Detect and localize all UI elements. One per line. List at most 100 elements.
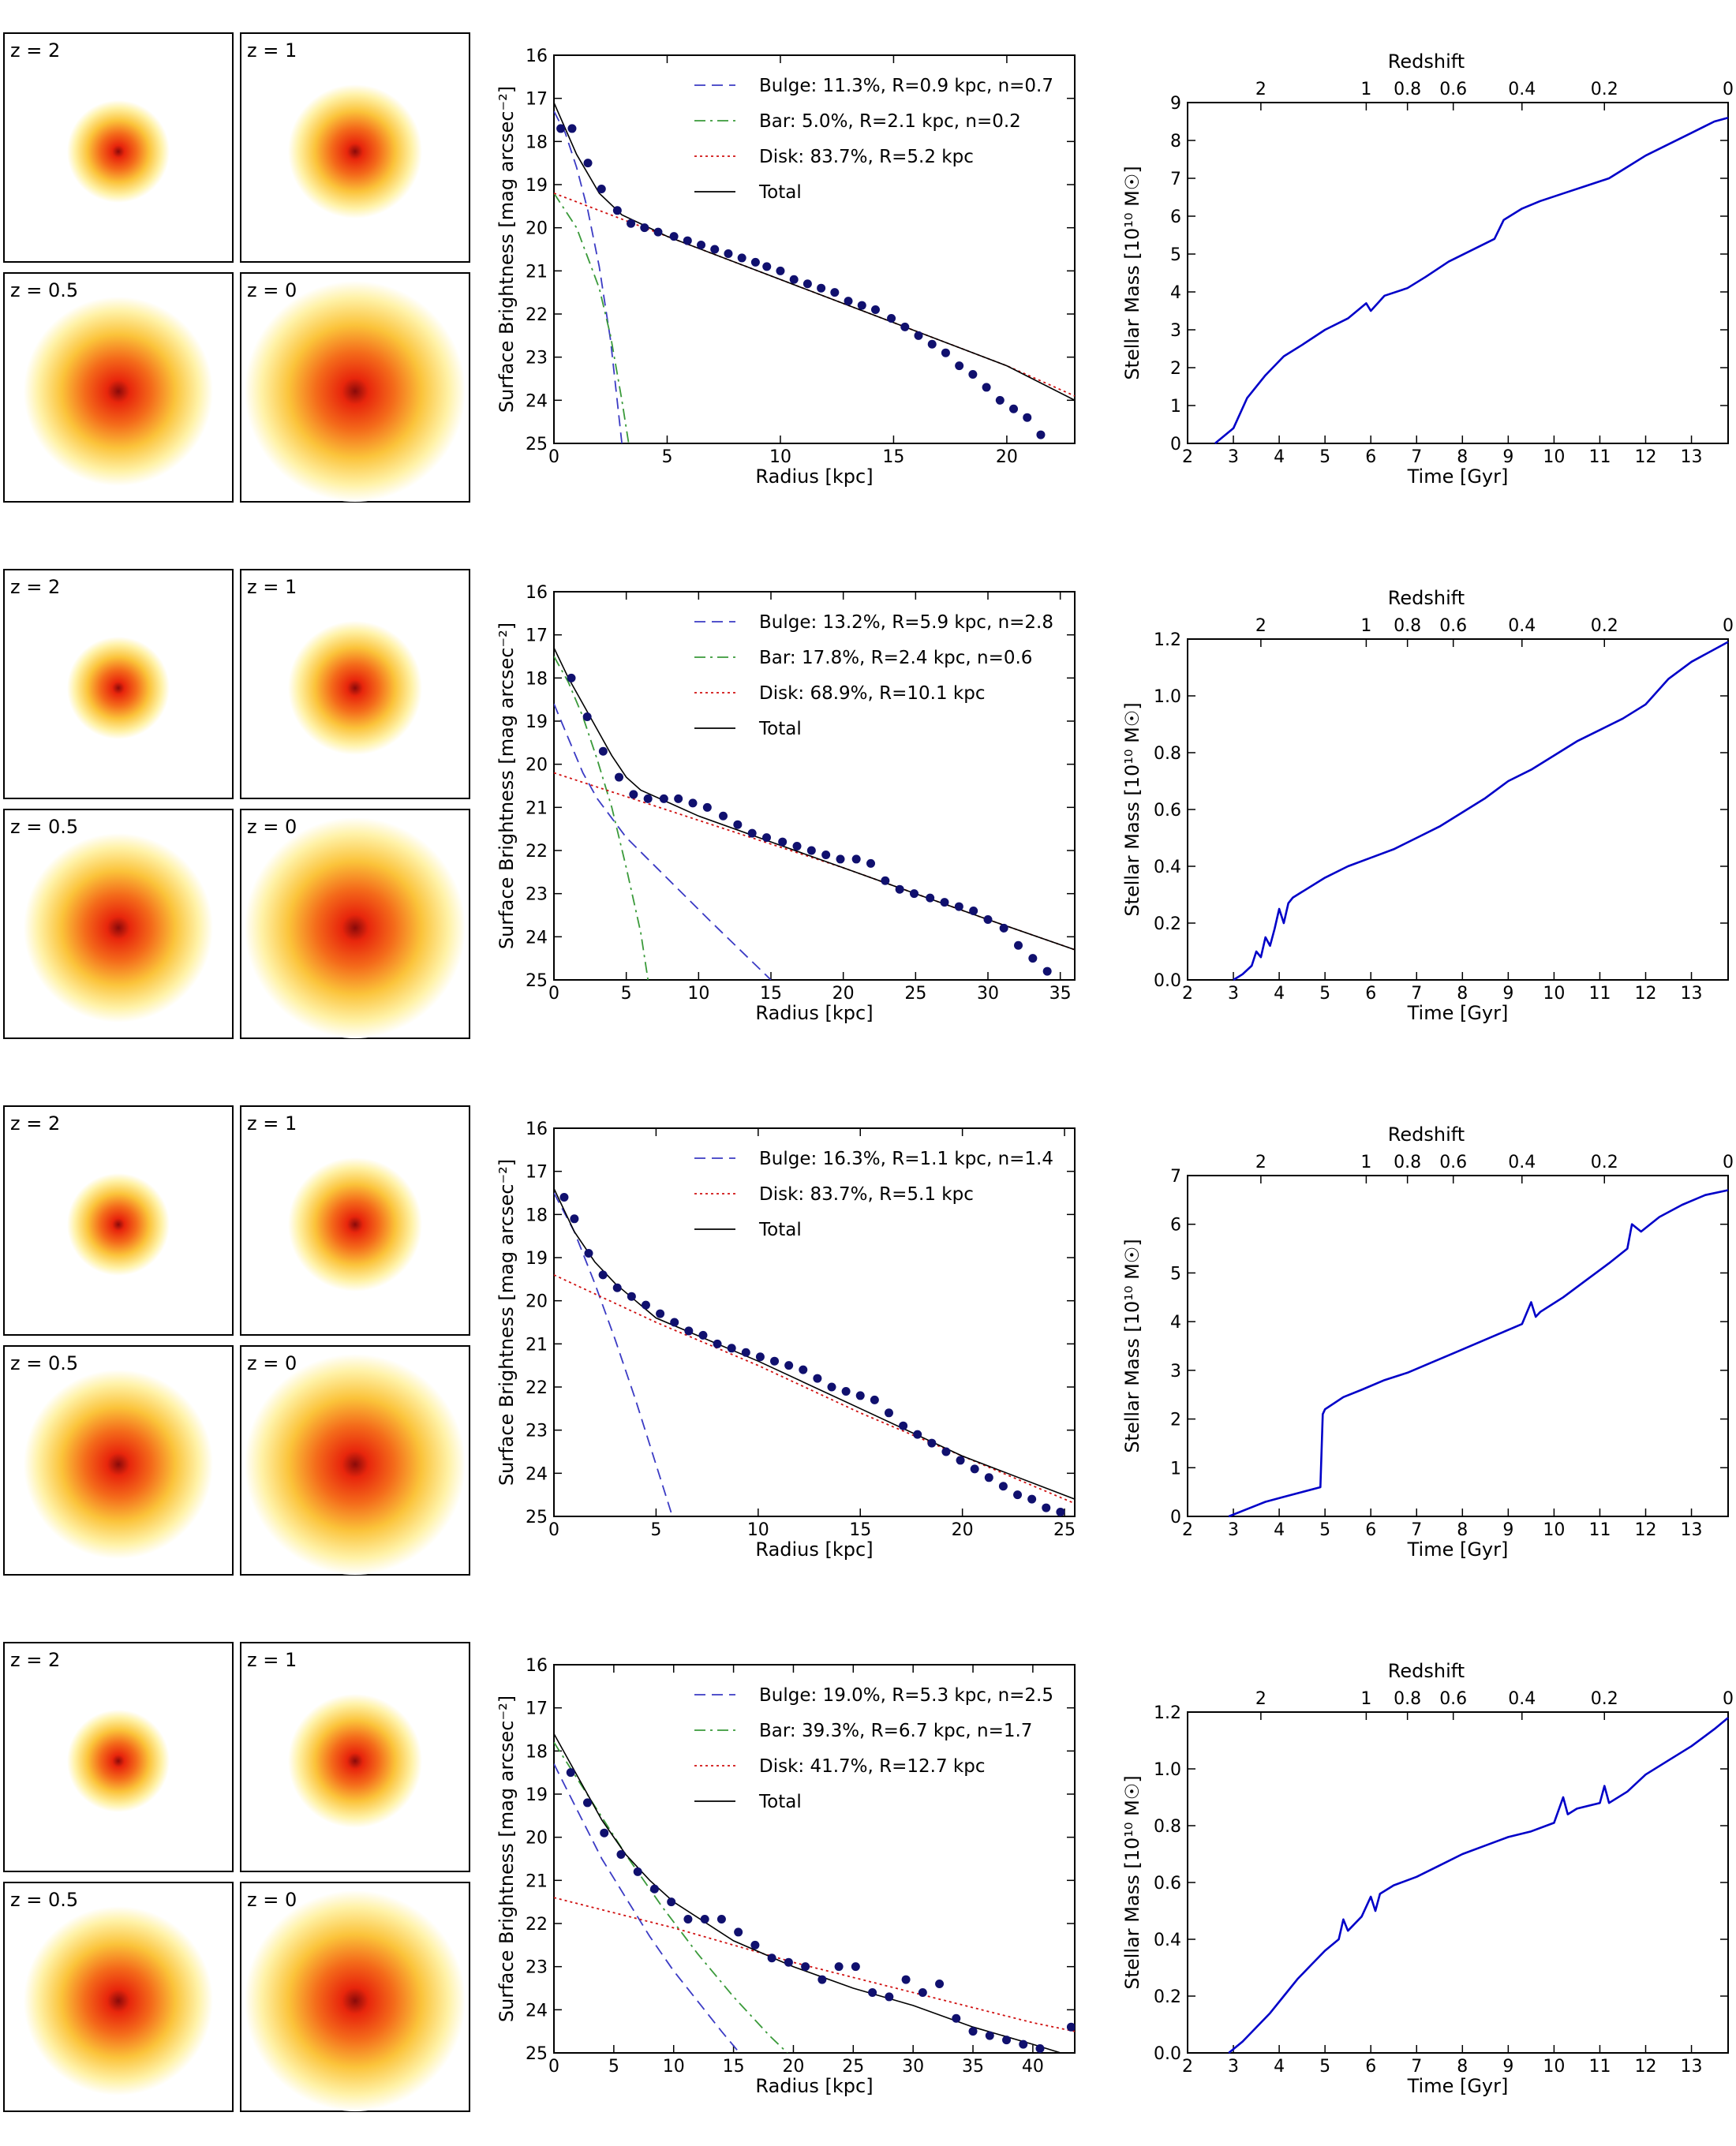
x-tick-label: 12 bbox=[1635, 447, 1657, 467]
redshift-tick-label: 0.4 bbox=[1508, 80, 1536, 99]
x-tick-label: 7 bbox=[1411, 447, 1422, 467]
data-point bbox=[1035, 2044, 1045, 2053]
y-tick-label: 2 bbox=[1170, 359, 1181, 379]
legend-entry: Disk: 68.9%, R=10.1 kpc bbox=[759, 683, 986, 704]
y-tick-label: 23 bbox=[526, 1958, 548, 1978]
y-tick-label: 17 bbox=[526, 1699, 548, 1719]
plot-frame bbox=[1187, 1711, 1729, 2054]
data-point bbox=[940, 898, 949, 907]
profile-dashed bbox=[554, 110, 623, 443]
y-tick-label: 7 bbox=[1170, 170, 1181, 189]
data-point bbox=[901, 1975, 911, 1984]
y-tick-label: 19 bbox=[526, 1249, 548, 1269]
data-point bbox=[734, 1927, 743, 1937]
x-tick-label: 11 bbox=[1588, 984, 1611, 1004]
redshift-tick-label: 0.2 bbox=[1591, 1689, 1618, 1709]
data-point bbox=[616, 1850, 626, 1860]
top-axis-label: Redshift bbox=[1388, 587, 1465, 609]
x-tick-label: 15 bbox=[849, 1520, 871, 1540]
x-tick-label: 20 bbox=[996, 447, 1018, 467]
x-tick-label: 0 bbox=[548, 984, 559, 1004]
galaxy-blob bbox=[288, 84, 422, 219]
legend-entry: Bulge: 19.0%, R=5.3 kpc, n=2.5 bbox=[759, 1685, 1053, 1706]
data-point bbox=[750, 1940, 760, 1950]
y-tick-label: 21 bbox=[526, 262, 548, 282]
data-point bbox=[868, 1987, 877, 1997]
y-tick-label: 17 bbox=[526, 90, 548, 110]
galaxy-blob bbox=[67, 1710, 170, 1812]
data-point bbox=[583, 159, 593, 168]
x-tick-label: 25 bbox=[842, 2057, 864, 2077]
redshift-tick-label: 0.6 bbox=[1439, 1153, 1467, 1172]
data-point bbox=[598, 746, 608, 756]
redshift-label: z = 2 bbox=[10, 1112, 60, 1135]
x-tick-label: 8 bbox=[1457, 447, 1468, 467]
y-tick-label: 18 bbox=[526, 1206, 548, 1225]
y-axis-label: Stellar Mass [10¹⁰ M☉] bbox=[1121, 1775, 1143, 1989]
y-tick-label: 1 bbox=[1170, 397, 1181, 417]
profile-solid bbox=[554, 1188, 1075, 1500]
redshift-tick-label: 0.6 bbox=[1439, 1689, 1467, 1709]
legend-entry: Disk: 83.7%, R=5.2 kpc bbox=[759, 147, 974, 167]
y-axis-label: Stellar Mass [10¹⁰ M☉] bbox=[1121, 1239, 1143, 1452]
y-tick-label: 24 bbox=[526, 1464, 548, 1484]
y-tick-label: 4 bbox=[1170, 1313, 1181, 1333]
data-point bbox=[900, 322, 910, 331]
x-tick-label: 8 bbox=[1457, 2057, 1468, 2077]
y-axis-label: Surface Brightness [mag arcsec⁻²] bbox=[496, 622, 518, 949]
x-tick-label: 2 bbox=[1182, 984, 1193, 1004]
y-tick-label: 3 bbox=[1170, 1362, 1181, 1381]
data-point bbox=[710, 245, 720, 254]
y-tick-label: 0.0 bbox=[1154, 2044, 1181, 2064]
y-tick-label: 23 bbox=[526, 885, 548, 905]
data-point bbox=[995, 395, 1005, 405]
y-axis-label: Surface Brightness [mag arcsec⁻²] bbox=[496, 1159, 518, 1486]
x-tick-label: 4 bbox=[1274, 984, 1285, 1004]
data-point bbox=[941, 348, 950, 357]
data-point bbox=[899, 1421, 908, 1430]
redshift-tick-label: 2 bbox=[1255, 1153, 1266, 1172]
data-point bbox=[600, 1828, 609, 1838]
x-tick-label: 5 bbox=[661, 447, 672, 467]
x-tick-label: 20 bbox=[782, 2057, 804, 2077]
redshift-tick-label: 1 bbox=[1360, 1153, 1371, 1172]
x-axis-label: Radius [kpc] bbox=[755, 465, 873, 488]
data-point bbox=[952, 2013, 961, 2023]
redshift-tick-label: 0.2 bbox=[1591, 616, 1618, 636]
data-point bbox=[713, 1339, 722, 1348]
data-point bbox=[866, 858, 875, 868]
y-tick-label: 19 bbox=[526, 1785, 548, 1805]
x-tick-label: 11 bbox=[1588, 447, 1611, 467]
data-point bbox=[700, 1915, 709, 1924]
x-tick-label: 5 bbox=[621, 984, 632, 1004]
data-point bbox=[803, 279, 812, 289]
data-point bbox=[841, 1386, 851, 1396]
x-tick-label: 12 bbox=[1635, 2057, 1657, 2077]
y-tick-label: 23 bbox=[526, 349, 548, 368]
data-point bbox=[784, 1361, 794, 1370]
data-point bbox=[688, 798, 698, 808]
data-point bbox=[698, 1330, 708, 1340]
x-tick-label: 9 bbox=[1502, 984, 1513, 1004]
profile-dashdot bbox=[554, 1741, 788, 2053]
data-point bbox=[870, 1395, 879, 1404]
y-tick-label: 0.2 bbox=[1154, 1987, 1181, 2007]
x-tick-label: 13 bbox=[1681, 447, 1703, 467]
redshift-tick-label: 1 bbox=[1360, 80, 1371, 99]
data-point bbox=[813, 1374, 822, 1383]
redshift-label: z = 2 bbox=[10, 39, 60, 62]
data-point bbox=[830, 288, 840, 297]
redshift-tick-label: 0.6 bbox=[1439, 80, 1467, 99]
top-axis-label: Redshift bbox=[1388, 1660, 1465, 1682]
data-point bbox=[741, 1348, 750, 1357]
plot-frame bbox=[553, 1127, 1076, 1517]
galaxy-panel: z = 0.5 bbox=[3, 1882, 234, 2112]
y-tick-label: 0.6 bbox=[1154, 801, 1181, 821]
redshift-tick-label: 0.4 bbox=[1508, 616, 1536, 636]
x-tick-label: 30 bbox=[902, 2057, 924, 2077]
plot-frame bbox=[1187, 1175, 1729, 1517]
y-tick-label: 18 bbox=[526, 133, 548, 152]
galaxy-panel: z = 0.5 bbox=[3, 809, 234, 1039]
x-tick-label: 15 bbox=[760, 984, 782, 1004]
y-tick-label: 0 bbox=[1170, 435, 1181, 454]
